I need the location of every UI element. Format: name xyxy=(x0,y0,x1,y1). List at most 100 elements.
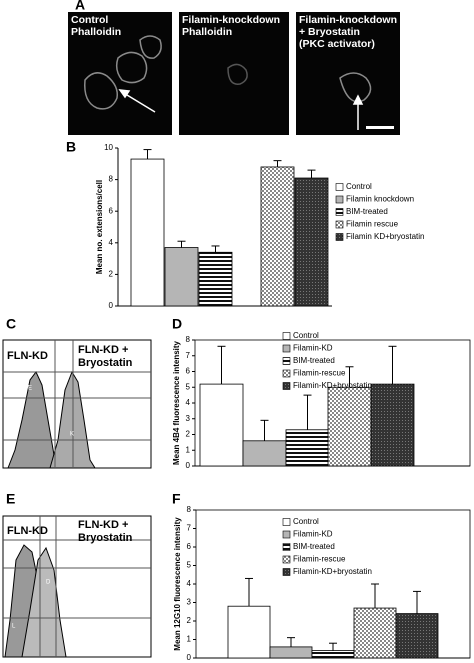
legend-label: Filamin-KD xyxy=(293,530,333,539)
y-tick-label: 2 xyxy=(186,430,191,439)
image-caption: Filamin-knockdown xyxy=(299,14,397,26)
y-tick-label: 5 xyxy=(187,561,192,570)
y-tick-label: 5 xyxy=(186,382,191,391)
image-caption: + Bryostatin xyxy=(299,26,360,38)
panel-label: A xyxy=(75,0,85,13)
y-tick-label: 2 xyxy=(109,270,114,279)
legend-swatch xyxy=(335,233,344,241)
legend-swatch xyxy=(282,555,291,564)
bar xyxy=(227,605,271,659)
legend-label: BIM-treated xyxy=(293,542,335,551)
legend-label: Control xyxy=(293,331,319,340)
bar xyxy=(260,166,295,307)
panel-label: C xyxy=(6,316,16,332)
image-caption: Phalloidin xyxy=(182,26,232,38)
y-tick-label: 6 xyxy=(186,367,191,376)
legend-label: Filamin-rescue xyxy=(293,369,346,378)
micrograph xyxy=(68,12,172,135)
legend-label: Filamin-KD+bryostatin xyxy=(293,567,372,576)
legend-swatch xyxy=(282,530,291,539)
legend-label: Filamin-rescue xyxy=(293,555,346,564)
legend-swatch xyxy=(282,543,291,551)
legend-label: Filamin-KD+bryostatin xyxy=(293,381,372,390)
y-tick-label: 1 xyxy=(187,635,192,644)
bar xyxy=(130,158,165,307)
image-caption: Phalloidin xyxy=(71,26,121,38)
y-tick-label: 0 xyxy=(187,653,192,662)
histogram-c xyxy=(2,339,152,469)
legend-label: Filamin-KD xyxy=(293,344,333,353)
legend-swatch xyxy=(282,369,291,378)
bar xyxy=(285,429,330,467)
gate-label: K xyxy=(70,432,74,438)
histogram-e xyxy=(2,515,152,658)
histogram-label: FLN-KD xyxy=(7,350,48,362)
histogram-label: FLN-KD + xyxy=(78,519,128,531)
gate-label: D xyxy=(46,580,51,586)
gate-label: M xyxy=(66,554,71,560)
scale-bar xyxy=(366,126,394,129)
image-caption: (PKC activator) xyxy=(299,38,375,50)
bar xyxy=(198,251,233,307)
legend-swatch xyxy=(282,344,291,353)
bar xyxy=(242,440,287,467)
legend-label: Filamin knockdown xyxy=(346,195,414,204)
legend-label: BIM-treated xyxy=(293,356,335,365)
panel-label: B xyxy=(66,139,76,155)
histogram-label: FLN-KD xyxy=(7,525,48,537)
y-tick-label: 4 xyxy=(187,579,192,588)
y-axis-label: Mean 4B4 fluorescence intensity xyxy=(172,340,181,465)
histogram-label: Bryostatin xyxy=(78,357,133,369)
bar xyxy=(327,386,372,467)
bar xyxy=(199,383,244,467)
legend-swatch xyxy=(335,183,344,191)
legend-swatch xyxy=(282,382,291,390)
bar xyxy=(294,177,329,307)
bar xyxy=(370,383,415,467)
arrows xyxy=(118,89,364,130)
y-tick-label: 6 xyxy=(187,542,192,551)
panel-label: E xyxy=(6,491,15,507)
legend-swatch xyxy=(335,220,344,229)
y-tick-label: 6 xyxy=(109,206,114,215)
panel-label: D xyxy=(172,316,182,332)
histogram-label: FLN-KD + xyxy=(78,344,128,356)
y-tick-label: 2 xyxy=(187,616,192,625)
y-tick-label: 8 xyxy=(109,175,114,184)
y-axis-label: Mean no. extensions/cell xyxy=(95,180,104,274)
legend-swatch xyxy=(335,208,344,216)
y-tick-label: 0 xyxy=(109,301,114,310)
histogram-label: Bryostatin xyxy=(78,532,133,544)
legend-swatch xyxy=(282,332,291,340)
gate-label: I xyxy=(9,406,11,412)
image-caption: Control xyxy=(71,14,108,26)
gate-label: L xyxy=(12,624,16,630)
y-tick-label: 7 xyxy=(187,524,192,533)
legend-swatch xyxy=(282,518,291,526)
legend-swatch xyxy=(282,568,291,576)
legend-swatch xyxy=(282,357,291,365)
legend-label: Filamin rescue xyxy=(346,220,399,229)
y-axis-label: Mean 12G10 fluorescence intensity xyxy=(173,517,182,651)
bar xyxy=(311,650,355,659)
panel-label: F xyxy=(172,491,181,507)
y-tick-label: 8 xyxy=(187,505,192,514)
legend-swatch xyxy=(335,195,344,204)
y-tick-label: 8 xyxy=(186,335,191,344)
y-tick-label: 10 xyxy=(104,143,113,152)
y-tick-label: 4 xyxy=(186,398,191,407)
gate-label: E xyxy=(28,386,32,392)
legend-label: BIM-treated xyxy=(346,207,388,216)
cells xyxy=(84,35,372,110)
y-tick-label: 7 xyxy=(186,351,191,360)
y-tick-label: 3 xyxy=(186,414,191,423)
y-tick-label: 4 xyxy=(109,238,114,247)
legend-label: Control xyxy=(293,517,319,526)
bar xyxy=(269,646,313,659)
bar xyxy=(164,247,199,307)
legend-label: Filamin KD+bryostatin xyxy=(346,232,424,241)
micrograph xyxy=(179,12,289,135)
bar xyxy=(353,607,397,659)
image-caption: Filamin-knockdown xyxy=(182,14,280,26)
